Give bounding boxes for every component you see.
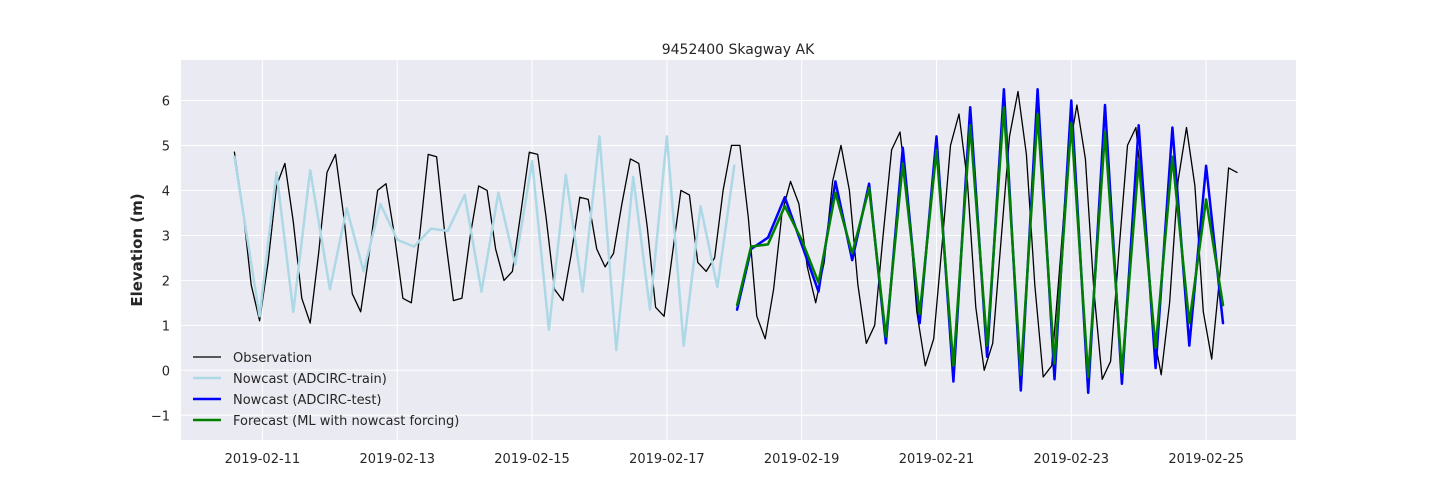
y-tick-label: 2: [162, 274, 170, 289]
x-tick-label: 2019-02-15: [494, 452, 570, 467]
chart-title: 9452400 Skagway AK: [662, 42, 815, 58]
y-tick-label: 5: [162, 139, 170, 154]
x-gridlines: [261, 60, 1207, 440]
legend-entry-label: Forecast (ML with nowcast forcing): [233, 414, 459, 429]
x-tick-label: 2019-02-17: [629, 452, 705, 467]
y-axis-label: Elevation (m): [128, 193, 146, 306]
y-tick-labels: −1 0 1 2 3 4 5 6: [151, 94, 170, 424]
series-layer: [233, 87, 1238, 395]
legend-entry-label: Observation: [233, 351, 312, 366]
x-tick-label: 2019-02-21: [899, 452, 975, 467]
x-tick-label: 2019-02-13: [359, 452, 435, 467]
legend-entry-label: Nowcast (ADCIRC-train): [233, 372, 387, 387]
series-line-3: [735, 105, 1225, 379]
y-tick-label: 6: [162, 94, 170, 109]
plot-area: [181, 60, 1296, 440]
y-tick-label: 1: [162, 319, 170, 334]
y-tick-label: 0: [162, 364, 170, 379]
y-gridlines: [181, 99, 1296, 416]
y-tick-label: 3: [162, 229, 170, 244]
x-tick-label: 2019-02-19: [764, 452, 840, 467]
legend: Observation Nowcast (ADCIRC-train) Nowcast…: [193, 351, 459, 429]
y-tick-label: 4: [162, 184, 170, 199]
legend-entry-label: Nowcast (ADCIRC-test): [233, 393, 382, 408]
series-line-1: [233, 135, 736, 352]
x-tick-label: 2019-02-25: [1168, 452, 1244, 467]
x-tick-label: 2019-02-11: [225, 452, 301, 467]
x-tick-label: 2019-02-23: [1034, 452, 1110, 467]
x-tick-labels: 2019-02-11 2019-02-13 2019-02-15 2019-02-17…: [225, 452, 1244, 467]
y-tick-label: −1: [151, 409, 170, 424]
